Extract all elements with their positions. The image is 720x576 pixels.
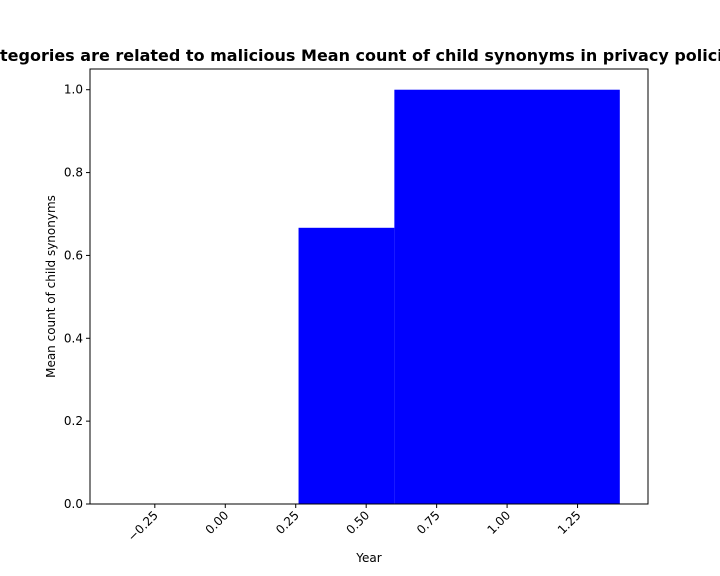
- y-tick-label-1: 0.2: [64, 414, 83, 428]
- x-tick-label-4: 0.75: [414, 508, 443, 537]
- x-axis: −0.25 0.00 0.25 0.50 0.75 1.00 1.25: [125, 504, 584, 544]
- bar-0: [298, 227, 395, 504]
- y-tick-label-4: 0.8: [64, 166, 83, 180]
- x-tick-label-2: 0.25: [273, 508, 302, 537]
- x-tick-label-0: −0.25: [125, 508, 161, 544]
- y-tick-label-2: 0.4: [64, 331, 83, 345]
- y-axis-label: Mean count of child synonyms: [44, 195, 58, 378]
- bar-1: [394, 89, 620, 504]
- x-tick-label-6: 1.25: [555, 508, 584, 537]
- chart-title: tegories are related to malicious Mean c…: [0, 46, 720, 65]
- bars-layer: [298, 89, 620, 504]
- x-axis-label: Year: [355, 551, 381, 565]
- y-tick-label-0: 0.0: [64, 497, 83, 511]
- x-tick-label-5: 1.00: [484, 508, 513, 537]
- y-tick-label-3: 0.6: [64, 248, 83, 262]
- x-tick-label-1: 0.00: [203, 508, 232, 537]
- plot-frame: [89, 68, 649, 505]
- y-tick-label-5: 1.0: [64, 83, 83, 97]
- y-axis: 0.0 0.2 0.4 0.6 0.8 1.0: [64, 83, 90, 511]
- x-tick-label-3: 0.50: [344, 508, 373, 537]
